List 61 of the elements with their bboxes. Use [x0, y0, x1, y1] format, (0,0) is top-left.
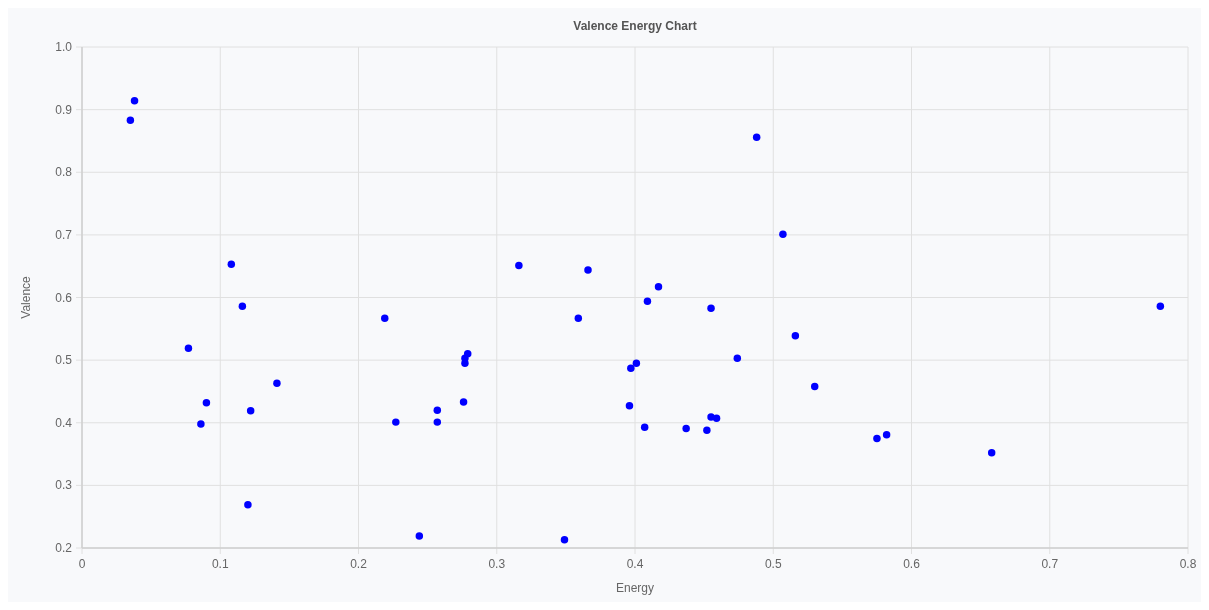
point: [381, 314, 389, 322]
x-tick-label: 0.8: [1179, 557, 1197, 571]
point: [238, 302, 247, 310]
point: [584, 266, 592, 274]
y-tick-label: 0.9: [55, 102, 73, 117]
point: [632, 359, 641, 367]
point: [640, 423, 649, 431]
x-tick-label: 0: [78, 557, 86, 571]
point: [392, 418, 400, 426]
y-axis-title: Valence: [19, 275, 33, 319]
point: [987, 449, 996, 457]
point: [433, 406, 442, 414]
x-tick-label: 0.3: [488, 557, 506, 571]
y-tick-label: 0.7: [55, 227, 73, 242]
y-tick-label: 0.4: [55, 415, 73, 430]
point: [707, 304, 715, 312]
y-tick-label: 1.0: [55, 40, 73, 54]
y-tick-label: 0.2: [55, 541, 73, 555]
point: [184, 344, 193, 352]
point: [126, 116, 135, 125]
point: [882, 430, 891, 439]
point: [130, 97, 139, 105]
x-tick-label: 0.4: [626, 557, 644, 571]
point: [273, 379, 281, 388]
point: [415, 532, 424, 540]
y-tick-label: 0.3: [55, 478, 73, 493]
x-axis-title: Energy: [615, 581, 655, 595]
point: [515, 261, 523, 270]
point: [643, 297, 652, 305]
point: [712, 414, 721, 423]
point: [703, 426, 711, 434]
point: [627, 364, 635, 372]
point: [202, 398, 211, 407]
point: [244, 501, 252, 509]
point: [227, 260, 236, 269]
x-tick-label: 0.1: [211, 557, 229, 571]
x-tick-label: 0.5: [764, 557, 782, 571]
point: [574, 314, 583, 322]
y-tick-label: 0.5: [55, 353, 73, 368]
point: [1156, 302, 1165, 310]
chart-title: Valence Energy Chart: [573, 19, 697, 33]
x-tick-label: 0.7: [1041, 557, 1059, 571]
x-tick-label: 0.2: [350, 557, 368, 571]
point: [682, 424, 690, 433]
point: [459, 398, 468, 406]
point: [560, 536, 569, 544]
point: [873, 434, 881, 443]
point: [463, 350, 472, 358]
point: [625, 402, 634, 410]
point: [779, 230, 787, 238]
point: [654, 283, 663, 291]
x-tick-label: 0.6: [903, 557, 921, 571]
point: [810, 382, 819, 391]
point: [433, 418, 442, 426]
point: [197, 420, 205, 428]
point: [246, 407, 255, 415]
point: [733, 354, 742, 362]
point: [752, 133, 761, 141]
y-tick-label: 0.6: [55, 290, 73, 305]
point: [791, 331, 800, 340]
y-tick-label: 0.8: [55, 165, 73, 180]
